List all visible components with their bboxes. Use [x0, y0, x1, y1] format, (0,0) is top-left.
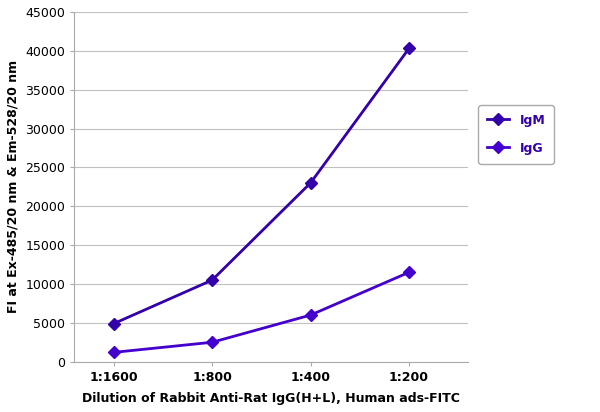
Y-axis label: FI at Ex-485/20 nm & Em-528/20 nm: FI at Ex-485/20 nm & Em-528/20 nm: [7, 60, 20, 314]
Legend: IgM, IgG: IgM, IgG: [478, 105, 554, 164]
Line: IgM: IgM: [110, 44, 413, 328]
IgM: [307, 180, 314, 185]
IgM: [209, 278, 216, 283]
IgG: [406, 270, 413, 275]
IgG: [307, 313, 314, 318]
IgG: [209, 340, 216, 345]
IgM: [406, 46, 413, 51]
IgG: [110, 350, 118, 355]
IgM: [110, 321, 118, 326]
Line: IgG: IgG: [110, 268, 413, 356]
X-axis label: Dilution of Rabbit Anti-Rat IgG(H+L), Human ads-FITC: Dilution of Rabbit Anti-Rat IgG(H+L), Hu…: [82, 392, 460, 405]
